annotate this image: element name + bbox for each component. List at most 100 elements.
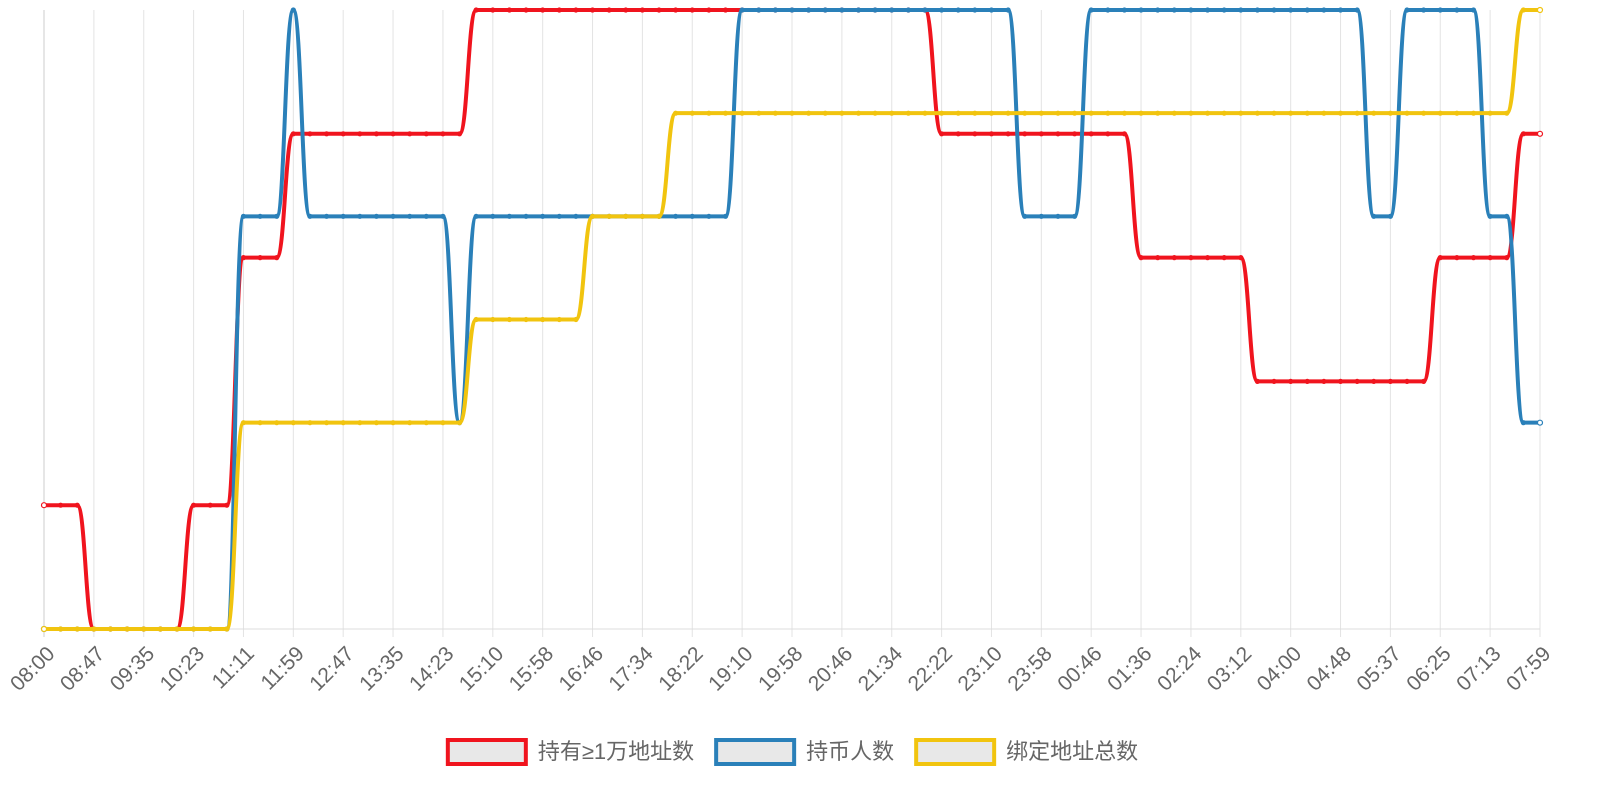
data-point (938, 131, 945, 137)
data-point (1071, 213, 1078, 219)
data-point (58, 502, 64, 508)
data-point (606, 213, 612, 219)
data-point (224, 626, 230, 632)
data-point (1387, 378, 1394, 384)
x-tick-label: 03:12 (1203, 642, 1256, 695)
data-point (955, 131, 961, 137)
data-point (589, 7, 596, 13)
data-point (373, 131, 380, 137)
data-point (573, 316, 579, 323)
data-point (473, 7, 479, 13)
data-point (141, 626, 147, 632)
x-tick-label: 04:48 (1303, 642, 1356, 695)
data-point (407, 131, 413, 137)
data-point (1470, 7, 1477, 13)
data-point (224, 502, 230, 508)
data-point (1238, 110, 1244, 116)
data-point (1088, 131, 1094, 137)
x-tick-label: 16:46 (555, 642, 608, 695)
data-point (1321, 378, 1327, 384)
data-point (1204, 7, 1211, 13)
data-point (1321, 7, 1327, 13)
x-tick-label: 07:59 (1502, 642, 1555, 695)
data-point (772, 7, 778, 13)
data-point (407, 213, 413, 219)
data-point (506, 7, 513, 13)
data-point (706, 110, 712, 116)
data-point (506, 316, 513, 323)
data-point (1504, 213, 1510, 219)
data-point (357, 131, 363, 137)
data-point (240, 255, 247, 261)
data-point (390, 213, 396, 219)
data-point (1071, 131, 1078, 137)
legend-swatch (914, 738, 997, 766)
data-point (972, 131, 978, 137)
data-point (855, 110, 862, 116)
data-point (1038, 110, 1044, 116)
data-point (623, 7, 629, 13)
data-point (323, 131, 330, 137)
data-point (1055, 110, 1061, 116)
data-point (1421, 378, 1427, 384)
x-tick-label: 20:46 (804, 642, 857, 695)
data-point (606, 7, 612, 13)
data-point (739, 7, 745, 13)
x-tick-label: 10:23 (156, 642, 209, 695)
x-tick-label: 00:46 (1053, 642, 1106, 695)
data-point (1188, 255, 1194, 261)
data-point (390, 420, 396, 426)
legend-label: 绑定地址总数 (1006, 739, 1138, 764)
data-point (456, 131, 463, 137)
data-point (357, 420, 363, 426)
data-point (523, 213, 529, 219)
x-tick-label: 11:11 (208, 642, 259, 693)
data-point (1022, 131, 1028, 137)
data-point (357, 213, 363, 219)
data-point (274, 255, 280, 261)
data-point (257, 213, 263, 219)
x-tick-label: 13:35 (355, 642, 408, 695)
data-point (938, 110, 945, 116)
data-point (523, 316, 529, 323)
legend-label: 持有≥1万地址数 (538, 739, 694, 764)
data-point (540, 213, 546, 219)
data-point (1387, 213, 1394, 219)
data-point (556, 7, 562, 13)
data-point (323, 213, 330, 219)
data-point (91, 626, 97, 632)
data-point (1304, 378, 1310, 384)
data-point (257, 255, 263, 261)
data-point (1404, 378, 1410, 384)
data-point (706, 213, 712, 219)
data-point (739, 110, 745, 116)
x-tick-label: 15:10 (455, 642, 508, 695)
x-tick-label: 15:58 (505, 642, 558, 695)
data-point (490, 316, 496, 323)
data-point (1470, 110, 1477, 116)
data-point (789, 7, 795, 13)
legend-swatch (714, 738, 797, 766)
data-point (1487, 255, 1493, 261)
data-point (1520, 7, 1526, 13)
data-point (822, 110, 828, 116)
data-point (1221, 255, 1227, 261)
data-point (722, 213, 729, 219)
data-point (1055, 131, 1061, 137)
data-point (872, 7, 878, 13)
data-point (905, 110, 911, 116)
data-point (1487, 213, 1493, 219)
data-point (806, 110, 812, 116)
data-point (240, 213, 247, 219)
data-point (1421, 110, 1427, 116)
data-point (490, 7, 496, 13)
data-point (1304, 110, 1310, 116)
data-point (972, 110, 978, 116)
data-point (340, 420, 346, 426)
data-point (1121, 110, 1128, 116)
data-point (1171, 255, 1177, 261)
data-point (373, 420, 380, 426)
data-point (1105, 110, 1111, 116)
data-point (1221, 7, 1227, 13)
data-point (656, 213, 662, 219)
